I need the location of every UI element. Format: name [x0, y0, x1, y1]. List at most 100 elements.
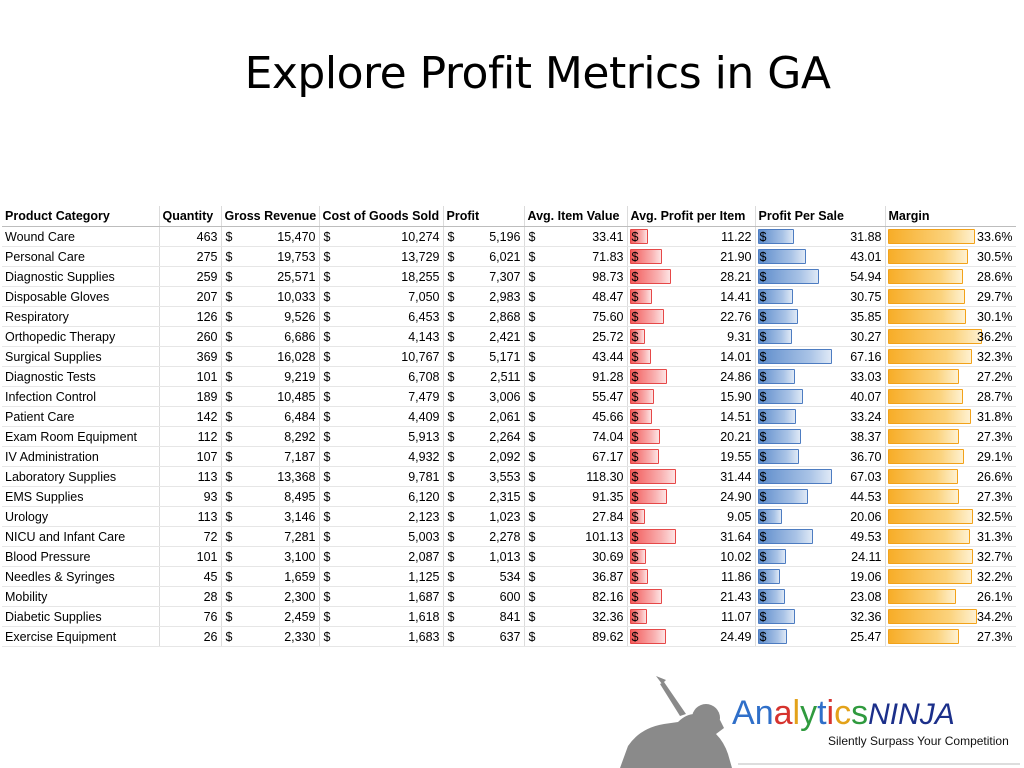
cell-profit-per-sale[interactable]: $24.11: [755, 546, 886, 567]
cell-margin[interactable]: 29.1%: [885, 446, 1016, 467]
cell-avg-item-value[interactable]: $71.83: [524, 246, 628, 267]
table-row[interactable]: Infection Control 189 $10,485 $7,479 $3,006 $…: [2, 386, 1016, 407]
cell-quantity[interactable]: 189: [159, 386, 222, 407]
cell-avg-profit-per-item[interactable]: $31.44: [627, 466, 756, 487]
cell-gross-revenue[interactable]: $7,281: [221, 526, 320, 547]
cell-profit-per-sale[interactable]: $25.47: [755, 626, 886, 647]
cell-product-category[interactable]: Urology: [2, 506, 160, 527]
cell-profit[interactable]: $2,278: [443, 526, 525, 547]
cell-margin[interactable]: 32.2%: [885, 566, 1016, 587]
cell-profit[interactable]: $3,553: [443, 466, 525, 487]
cell-quantity[interactable]: 76: [159, 606, 222, 627]
cell-avg-profit-per-item[interactable]: $24.86: [627, 366, 756, 387]
cell-avg-item-value[interactable]: $27.84: [524, 506, 628, 527]
cell-margin[interactable]: 32.3%: [885, 346, 1016, 367]
cell-avg-profit-per-item[interactable]: $14.01: [627, 346, 756, 367]
cell-margin[interactable]: 27.3%: [885, 426, 1016, 447]
cell-cost-of-goods-sold[interactable]: $2,087: [319, 546, 444, 567]
cell-profit[interactable]: $2,421: [443, 326, 525, 347]
cell-margin[interactable]: 30.5%: [885, 246, 1016, 267]
cell-gross-revenue[interactable]: $15,470: [221, 226, 320, 247]
cell-gross-revenue[interactable]: $6,484: [221, 406, 320, 427]
cell-margin[interactable]: 27.3%: [885, 626, 1016, 647]
cell-margin[interactable]: 30.1%: [885, 306, 1016, 327]
cell-quantity[interactable]: 93: [159, 486, 222, 507]
cell-quantity[interactable]: 463: [159, 226, 222, 247]
cell-quantity[interactable]: 28: [159, 586, 222, 607]
cell-product-category[interactable]: Disposable Gloves: [2, 286, 160, 307]
cell-profit-per-sale[interactable]: $33.03: [755, 366, 886, 387]
cell-gross-revenue[interactable]: $2,300: [221, 586, 320, 607]
cell-product-category[interactable]: Mobility: [2, 586, 160, 607]
cell-cost-of-goods-sold[interactable]: $1,618: [319, 606, 444, 627]
cell-avg-profit-per-item[interactable]: $22.76: [627, 306, 756, 327]
cell-avg-profit-per-item[interactable]: $15.90: [627, 386, 756, 407]
cell-avg-item-value[interactable]: $91.35: [524, 486, 628, 507]
cell-quantity[interactable]: 101: [159, 546, 222, 567]
cell-margin[interactable]: 29.7%: [885, 286, 1016, 307]
cell-quantity[interactable]: 369: [159, 346, 222, 367]
cell-profit-per-sale[interactable]: $67.16: [755, 346, 886, 367]
table-row[interactable]: Exercise Equipment 26 $2,330 $1,683 $637 $89.…: [2, 626, 1016, 647]
cell-gross-revenue[interactable]: $9,219: [221, 366, 320, 387]
cell-margin[interactable]: 34.2%: [885, 606, 1016, 627]
cell-avg-profit-per-item[interactable]: $21.43: [627, 586, 756, 607]
cell-profit-per-sale[interactable]: $19.06: [755, 566, 886, 587]
cell-quantity[interactable]: 45: [159, 566, 222, 587]
cell-cost-of-goods-sold[interactable]: $5,913: [319, 426, 444, 447]
cell-gross-revenue[interactable]: $13,368: [221, 466, 320, 487]
cell-quantity[interactable]: 113: [159, 466, 222, 487]
cell-avg-item-value[interactable]: $67.17: [524, 446, 628, 467]
cell-cost-of-goods-sold[interactable]: $7,050: [319, 286, 444, 307]
cell-product-category[interactable]: Orthopedic Therapy: [2, 326, 160, 347]
cell-profit-per-sale[interactable]: $23.08: [755, 586, 886, 607]
table-row[interactable]: Urology 113 $3,146 $2,123 $1,023 $27.84 $9.05 $…: [2, 506, 1016, 527]
cell-cost-of-goods-sold[interactable]: $10,274: [319, 226, 444, 247]
cell-profit[interactable]: $1,023: [443, 506, 525, 527]
cell-product-category[interactable]: Blood Pressure: [2, 546, 160, 567]
cell-avg-profit-per-item[interactable]: $19.55: [627, 446, 756, 467]
cell-product-category[interactable]: Exercise Equipment: [2, 626, 160, 647]
table-row[interactable]: EMS Supplies 93 $8,495 $6,120 $2,315 $91.35 $2…: [2, 486, 1016, 507]
cell-gross-revenue[interactable]: $2,459: [221, 606, 320, 627]
header-avg-profit-per-item[interactable]: Avg. Profit per Item: [627, 206, 756, 227]
cell-avg-item-value[interactable]: $32.36: [524, 606, 628, 627]
cell-profit[interactable]: $1,013: [443, 546, 525, 567]
cell-margin[interactable]: 31.8%: [885, 406, 1016, 427]
cell-profit[interactable]: $600: [443, 586, 525, 607]
cell-avg-profit-per-item[interactable]: $31.64: [627, 526, 756, 547]
table-row[interactable]: Laboratory Supplies 113 $13,368 $9,781 $3,55…: [2, 466, 1016, 487]
cell-avg-profit-per-item[interactable]: $11.22: [627, 226, 756, 247]
cell-avg-item-value[interactable]: $45.66: [524, 406, 628, 427]
cell-profit[interactable]: $3,006: [443, 386, 525, 407]
cell-product-category[interactable]: Patient Care: [2, 406, 160, 427]
header-cost-of-goods-sold[interactable]: Cost of Goods Sold: [319, 206, 444, 227]
cell-quantity[interactable]: 26: [159, 626, 222, 647]
cell-quantity[interactable]: 72: [159, 526, 222, 547]
cell-avg-item-value[interactable]: $82.16: [524, 586, 628, 607]
table-row[interactable]: Needles & Syringes 45 $1,659 $1,125 $534 $36.…: [2, 566, 1016, 587]
cell-product-category[interactable]: Diabetic Supplies: [2, 606, 160, 627]
table-row[interactable]: Personal Care 275 $19,753 $13,729 $6,021 $71.…: [2, 246, 1016, 267]
cell-profit-per-sale[interactable]: $44.53: [755, 486, 886, 507]
cell-cost-of-goods-sold[interactable]: $7,479: [319, 386, 444, 407]
cell-product-category[interactable]: EMS Supplies: [2, 486, 160, 507]
table-row[interactable]: Diagnostic Supplies 259 $25,571 $18,255 $7,3…: [2, 266, 1016, 287]
cell-product-category[interactable]: Needles & Syringes: [2, 566, 160, 587]
cell-avg-item-value[interactable]: $36.87: [524, 566, 628, 587]
cell-gross-revenue[interactable]: $7,187: [221, 446, 320, 467]
header-margin[interactable]: Margin: [885, 206, 1016, 227]
header-gross-revenue[interactable]: Gross Revenue: [221, 206, 320, 227]
cell-quantity[interactable]: 207: [159, 286, 222, 307]
cell-gross-revenue[interactable]: $9,526: [221, 306, 320, 327]
cell-cost-of-goods-sold[interactable]: $1,683: [319, 626, 444, 647]
cell-avg-profit-per-item[interactable]: $9.05: [627, 506, 756, 527]
cell-profit-per-sale[interactable]: $31.88: [755, 226, 886, 247]
cell-profit[interactable]: $6,021: [443, 246, 525, 267]
table-row[interactable]: Respiratory 126 $9,526 $6,453 $2,868 $75.60 $2…: [2, 306, 1016, 327]
cell-gross-revenue[interactable]: $16,028: [221, 346, 320, 367]
cell-avg-item-value[interactable]: $30.69: [524, 546, 628, 567]
cell-profit[interactable]: $2,315: [443, 486, 525, 507]
cell-cost-of-goods-sold[interactable]: $5,003: [319, 526, 444, 547]
cell-quantity[interactable]: 101: [159, 366, 222, 387]
